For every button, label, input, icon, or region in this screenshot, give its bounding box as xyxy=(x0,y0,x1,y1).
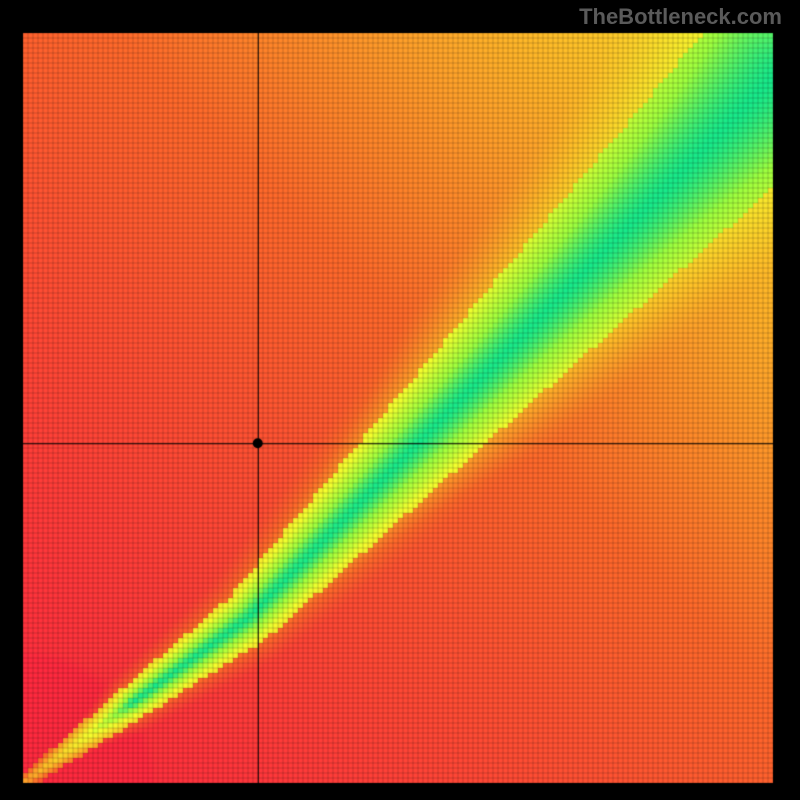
chart-container: TheBottleneck.com xyxy=(0,0,800,800)
watermark-text: TheBottleneck.com xyxy=(579,4,782,30)
bottleneck-heatmap xyxy=(0,0,800,800)
